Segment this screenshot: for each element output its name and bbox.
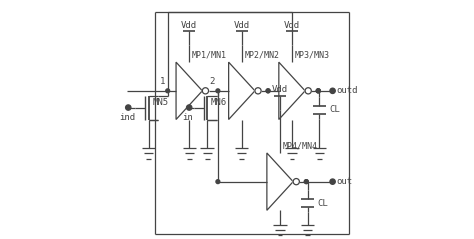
Text: out: out bbox=[336, 177, 352, 186]
Text: MP3/MN3: MP3/MN3 bbox=[295, 50, 329, 60]
Text: Vdd: Vdd bbox=[234, 21, 250, 30]
Text: CL: CL bbox=[318, 199, 328, 208]
Text: outd: outd bbox=[336, 86, 358, 95]
Circle shape bbox=[330, 179, 335, 184]
Circle shape bbox=[216, 89, 220, 93]
Circle shape bbox=[316, 89, 320, 93]
Circle shape bbox=[166, 89, 170, 93]
Circle shape bbox=[255, 88, 261, 94]
Text: Vdd: Vdd bbox=[272, 85, 288, 94]
Text: in: in bbox=[182, 113, 193, 122]
Circle shape bbox=[316, 89, 320, 93]
Text: MP1/MN1: MP1/MN1 bbox=[192, 50, 227, 60]
Circle shape bbox=[293, 179, 300, 185]
Text: MP2/MN2: MP2/MN2 bbox=[245, 50, 279, 60]
Text: 1: 1 bbox=[159, 77, 165, 86]
Circle shape bbox=[304, 180, 308, 184]
Circle shape bbox=[331, 180, 335, 184]
Circle shape bbox=[304, 180, 308, 184]
Circle shape bbox=[316, 89, 320, 93]
Circle shape bbox=[266, 89, 270, 93]
Text: MN5: MN5 bbox=[152, 98, 168, 107]
Text: ind: ind bbox=[119, 113, 135, 122]
Text: 2: 2 bbox=[210, 77, 215, 86]
Circle shape bbox=[216, 180, 220, 184]
Circle shape bbox=[305, 88, 311, 94]
Text: MN6: MN6 bbox=[211, 98, 227, 107]
Circle shape bbox=[266, 89, 270, 93]
Circle shape bbox=[187, 105, 192, 110]
Text: Vdd: Vdd bbox=[284, 21, 300, 30]
Text: Vdd: Vdd bbox=[181, 21, 197, 30]
Circle shape bbox=[126, 105, 131, 110]
Circle shape bbox=[330, 88, 335, 93]
Text: MP4/MN4: MP4/MN4 bbox=[283, 141, 318, 150]
Text: CL: CL bbox=[330, 105, 340, 114]
Circle shape bbox=[202, 88, 209, 94]
Circle shape bbox=[331, 89, 335, 93]
